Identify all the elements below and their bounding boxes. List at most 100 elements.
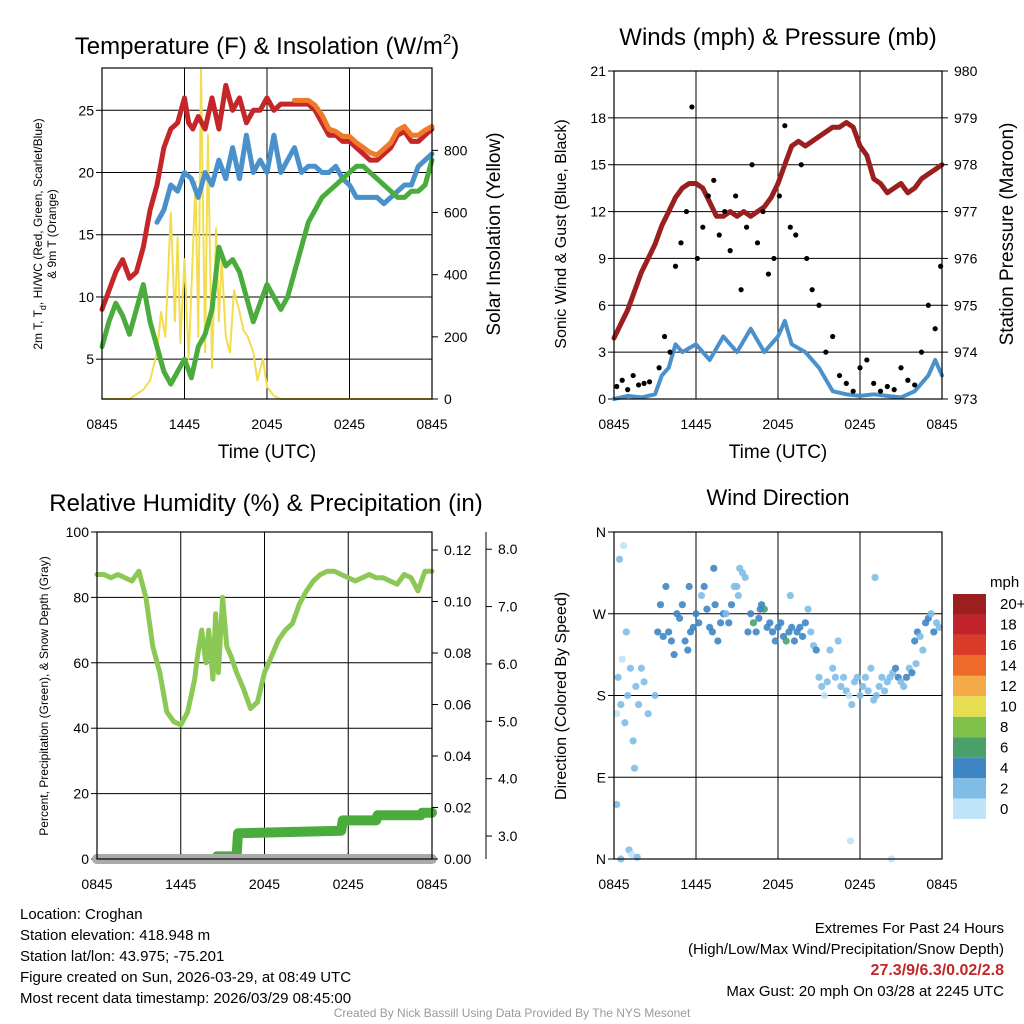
wind-ytick-label: 21 — [590, 63, 606, 79]
rh-xtick-label: 0245 — [333, 876, 364, 892]
wind-border — [613, 70, 943, 400]
temp-ylabel-left: 2m T, Td, HI/WC (Red, Green, Scarlet/Blu… — [31, 118, 48, 349]
temp-xtick-label: 0245 — [334, 416, 365, 432]
dir-point — [881, 687, 889, 695]
temp-ytick-label: 20 — [78, 165, 94, 181]
dir-point — [853, 673, 861, 681]
colorbar-swatch — [953, 675, 986, 697]
rh-snow-axis-tick-label: 8.0 — [498, 541, 518, 557]
wind-ytick-label: 9 — [598, 250, 606, 266]
dir-ytick-label: N — [596, 851, 606, 867]
wind-series-gust-point — [776, 193, 782, 199]
temp-title: Temperature (F) & Insolation (W/m2) — [75, 31, 459, 60]
dir-point — [756, 605, 764, 613]
wind-series-gust-point — [830, 333, 836, 340]
wind-ylabel-right: Station Pressure (Maroon) — [997, 123, 1018, 346]
rh-ytick-label: 60 — [73, 655, 89, 671]
wind-series-gust-point — [891, 387, 897, 393]
wind-series-gust-point — [836, 372, 843, 379]
wind-xtick-label: 1445 — [680, 416, 711, 432]
wind-series-gust-point — [782, 123, 788, 129]
dir-point — [710, 564, 718, 572]
dir-point — [919, 646, 927, 654]
wind-series-gust-point — [641, 380, 647, 386]
dir-point — [837, 682, 845, 691]
dir-point — [815, 673, 823, 681]
dir-point — [829, 664, 837, 672]
dir-point — [734, 591, 742, 600]
wind-series-gust-point — [857, 365, 863, 371]
dir-point — [782, 637, 790, 645]
wind-xtick-label: 2045 — [762, 416, 793, 432]
wind-series-gust-point — [625, 387, 631, 393]
temp-xtick-label: 1445 — [169, 416, 200, 432]
dir-point — [667, 637, 676, 645]
dir-point — [656, 601, 665, 609]
wind-ytick-label: 3 — [598, 344, 606, 360]
dir-xtick-label: 0845 — [598, 876, 629, 892]
wind-panel: 0845 1445 2045 0245 0845 0 3 6 9 12 15 18 21 973 974 97… — [553, 24, 1018, 463]
dir-point — [624, 691, 632, 700]
colorbar-swatch — [953, 737, 986, 758]
temp-ytick-label: 5 — [86, 351, 94, 367]
rh-precip-axis-tick-label: 0.02 — [444, 800, 471, 816]
wind-series-gust-point — [809, 287, 815, 293]
wind-series-gust-point — [689, 104, 695, 110]
dir-point — [708, 628, 717, 636]
rh-precip-axis-tick-label: 0.04 — [444, 748, 471, 764]
dir-point — [752, 628, 760, 636]
colorbar-label: 10 — [1000, 699, 1017, 716]
wind-xtick-label: 0845 — [598, 416, 629, 432]
wind-series-gust-point — [932, 326, 938, 332]
dir-ytick-label: N — [596, 524, 606, 540]
dir-point — [662, 582, 670, 591]
wind-ytick-label: 12 — [590, 204, 606, 220]
station-elevation: Station elevation: 418.948 m — [20, 927, 211, 944]
dir-point — [613, 710, 621, 718]
temp-title-tail: ) — [451, 33, 459, 60]
dir-point — [637, 664, 645, 672]
wind-series-gust-point — [683, 208, 690, 215]
wind-series-gust-point — [705, 193, 711, 199]
rh-snow-axis-tick-label: 5.0 — [498, 713, 518, 729]
wind-series-gust-point — [843, 380, 849, 386]
dir-point — [629, 737, 637, 745]
dir-xtick-label: 1445 — [680, 876, 711, 892]
dir-point — [749, 619, 758, 627]
dir-point — [790, 637, 799, 645]
rh-xtick-label: 0845 — [81, 876, 112, 892]
dir-point — [768, 628, 777, 636]
extremes-panel: Extremes For Past 24 Hours (High/Low/Max… — [688, 918, 1004, 1002]
wind-right-axis-tick-label: 977 — [954, 204, 978, 220]
dir-point — [684, 646, 692, 654]
dir-point — [912, 660, 920, 668]
rh-xtick-label: 1445 — [165, 876, 196, 892]
wind-series-gust-point — [765, 271, 772, 277]
dir-point — [626, 664, 635, 672]
wind-series-gust-point — [656, 365, 662, 371]
temp-right-axis-tick-label: 400 — [444, 267, 468, 283]
wind-series-gust-point — [614, 383, 620, 390]
wind-right-axis-tick-label: 974 — [954, 344, 978, 360]
dir-point — [766, 619, 774, 627]
temp-title-sup: 2 — [443, 31, 451, 48]
dir-point — [846, 837, 855, 845]
dir-point — [834, 637, 842, 645]
dir-point — [891, 664, 900, 672]
dir-point — [659, 632, 667, 641]
rh-precip-axis-tick-label: 0.10 — [444, 594, 471, 610]
temp-ytick-label: 10 — [78, 289, 94, 305]
dir-point — [618, 655, 626, 663]
wind-series-gust-point — [877, 388, 884, 394]
dir-ytick-label: W — [593, 606, 607, 622]
colorbar-label: 12 — [1000, 678, 1017, 695]
dir-point — [788, 623, 796, 631]
temp-series-9m-t — [292, 97, 435, 158]
dir-point — [935, 623, 943, 631]
max-gust: Max Gust: 20 mph On 03/28 at 2245 UTC — [726, 983, 1004, 1000]
dir-xtick-label: 2045 — [762, 876, 793, 892]
rh-xtick-label: 0845 — [416, 876, 447, 892]
dir-point — [632, 682, 640, 691]
dir-point — [703, 605, 711, 613]
rh-snow-axis-tick-label: 6.0 — [498, 656, 518, 672]
